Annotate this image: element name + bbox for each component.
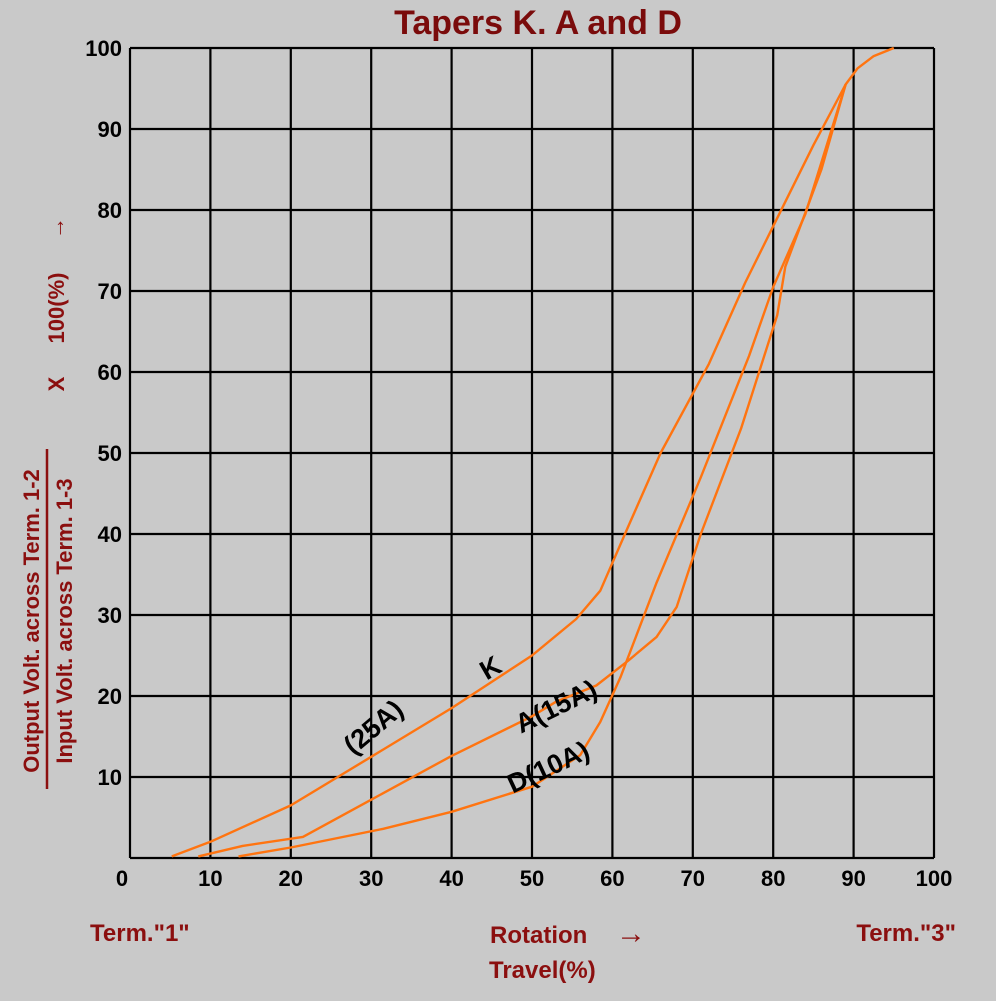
y-axis-ticks: 10 20 30 40 50 60 70 80 90 100	[85, 36, 122, 790]
y-tick-label: 50	[98, 441, 122, 466]
y-tick-label: 20	[98, 684, 122, 709]
chart-grid	[128, 46, 936, 860]
x-tick-label: 40	[439, 866, 463, 891]
x-tick-label: 100	[916, 866, 953, 891]
y-label-arrow: →	[44, 217, 69, 239]
term-1-label: Term."1"	[90, 920, 190, 947]
y-tick-label: 90	[98, 117, 122, 142]
x-tick-label: 70	[681, 866, 705, 891]
x-tick-label: 80	[761, 866, 785, 891]
chart-title: Tapers K. A and D	[394, 4, 682, 42]
y-axis-label: Output Volt. across Term. 1-2 Input Volt…	[19, 217, 77, 789]
y-tick-label: 40	[98, 522, 122, 547]
y-tick-label: 10	[98, 765, 122, 790]
taper-curves	[171, 46, 895, 858]
curve-d-10a	[238, 84, 847, 858]
x-tick-label: 60	[600, 866, 624, 891]
x-tick-label: 10	[198, 866, 222, 891]
x-label-rotation: Rotation	[490, 922, 587, 949]
x-tick-label: 20	[279, 866, 303, 891]
x-axis-ticks: 0 10 20 30 40 50 60 70 80 90 100	[116, 866, 952, 891]
y-label-suffix: 100(%)	[44, 273, 69, 344]
curve-a-15a	[198, 84, 847, 858]
y-tick-label: 100	[85, 36, 122, 61]
curve-k	[171, 46, 895, 858]
y-label-numerator: Output Volt. across Term. 1-2	[19, 469, 44, 773]
term-3-label: Term."3"	[856, 920, 956, 947]
x-tick-label: 50	[520, 866, 544, 891]
x-label-arrow: →	[616, 917, 646, 950]
y-tick-label: 80	[98, 198, 122, 223]
x-tick-label: 30	[359, 866, 383, 891]
y-tick-label: 70	[98, 279, 122, 304]
y-label-denominator: Input Volt. across Term. 1-3	[52, 478, 77, 763]
x-label-travel: Travel(%)	[489, 957, 596, 984]
x-tick-label: 0	[116, 866, 128, 891]
y-tick-label: 60	[98, 360, 122, 385]
x-tick-label: 90	[841, 866, 865, 891]
y-tick-label: 30	[98, 603, 122, 628]
y-label-multiplier: X	[44, 376, 69, 391]
